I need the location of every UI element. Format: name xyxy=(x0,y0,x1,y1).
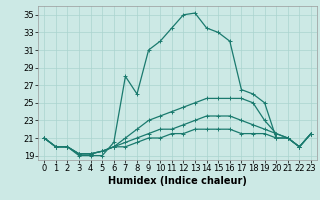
X-axis label: Humidex (Indice chaleur): Humidex (Indice chaleur) xyxy=(108,176,247,186)
